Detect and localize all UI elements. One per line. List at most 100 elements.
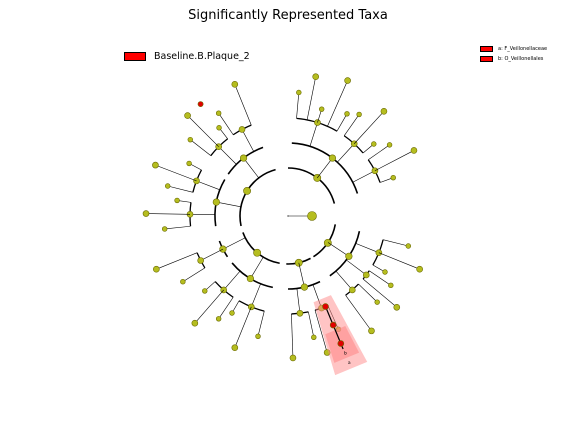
branch-line	[346, 259, 367, 276]
clade-arc	[242, 232, 280, 265]
highlight-label: b	[344, 351, 347, 357]
branch-line	[306, 76, 316, 120]
taxon-node	[405, 243, 412, 249]
branch-line	[291, 313, 294, 358]
taxon-node	[180, 279, 186, 285]
taxon-node	[416, 265, 423, 273]
branch-line	[343, 114, 360, 136]
taxon-node	[247, 303, 255, 311]
branch-line	[362, 278, 397, 308]
taxon-node	[344, 111, 350, 117]
branch-line	[337, 143, 355, 163]
taxon-node	[296, 309, 304, 317]
branch-line	[352, 170, 376, 183]
branch-line	[196, 180, 220, 191]
branch-line	[190, 139, 211, 156]
taxa-legend: a: F_Veillonellaceae b: O_Veillonellales	[480, 44, 547, 64]
branch-line	[250, 256, 264, 279]
clade-arc	[313, 224, 337, 258]
branch-line	[194, 289, 224, 324]
branch-line	[345, 295, 372, 332]
taxon-node	[344, 77, 351, 84]
branch-line	[234, 306, 252, 348]
branch-line	[182, 267, 206, 282]
group-legend-label: Baseline.B.Plaque_2	[154, 51, 250, 62]
taxon-node	[300, 283, 309, 291]
branch-line	[234, 84, 252, 126]
taxon-node	[239, 154, 248, 162]
branch-line	[335, 270, 353, 291]
taxon-node	[152, 161, 159, 169]
taxon-node	[229, 310, 235, 316]
taxon-node	[382, 269, 388, 275]
taxon-node	[322, 303, 329, 310]
branch-line	[314, 310, 328, 353]
taxon-node	[231, 344, 239, 351]
branch-line	[368, 144, 390, 161]
branch-line	[251, 283, 261, 307]
group-swatch	[124, 52, 146, 61]
branch-line	[223, 270, 241, 291]
taxon-node	[142, 210, 150, 217]
taxon-node	[202, 288, 208, 294]
taxon-node	[197, 257, 204, 264]
branch-line	[355, 243, 379, 253]
taxon-node	[311, 334, 317, 340]
taxa-legend-swatch	[480, 56, 493, 62]
taxon-node	[231, 81, 239, 88]
taxon-node	[374, 299, 380, 305]
taxon-node	[388, 282, 394, 289]
taxon-node	[348, 286, 356, 294]
branch-line	[316, 157, 333, 179]
taxon-node	[362, 271, 370, 279]
branch-line	[218, 297, 234, 319]
taxon-node	[345, 252, 353, 260]
taxon-node	[215, 110, 222, 116]
branch-line	[378, 252, 420, 270]
taxon-node	[386, 142, 393, 148]
taxon-node	[337, 340, 345, 347]
branch-line	[243, 157, 260, 179]
taxon-node	[371, 167, 379, 175]
branch-line	[298, 262, 305, 288]
branch-line	[353, 111, 385, 144]
taxon-node	[393, 303, 401, 311]
branch-line	[222, 237, 246, 250]
taxon-node	[371, 141, 377, 147]
taxon-node	[410, 147, 418, 154]
taxon-node	[186, 160, 192, 167]
taxon-node	[164, 183, 171, 189]
taxa-legend-item-a: a: F_Veillonellaceae	[480, 44, 547, 54]
taxa-legend-label: a: F_Veillonellaceae	[498, 46, 548, 52]
taxa-legend-item-b: b: O_Veillonellales	[480, 54, 547, 64]
branch-line	[336, 113, 348, 132]
branch-line	[369, 270, 391, 286]
branch-line	[146, 213, 191, 215]
branch-line	[167, 185, 193, 193]
taxon-node	[187, 136, 193, 143]
taxon-node	[216, 125, 222, 131]
taxon-node	[243, 187, 251, 195]
taxon-node	[184, 112, 191, 119]
taxon-node	[307, 211, 317, 221]
taxon-node	[161, 226, 168, 232]
branch-line	[164, 225, 191, 230]
branch-line	[308, 311, 315, 338]
branch-line	[327, 80, 348, 127]
chart-title: Significantly Represented Taxa	[188, 8, 388, 23]
branch-line	[383, 239, 409, 247]
taxon-node	[289, 354, 297, 362]
highlight-label: a	[348, 361, 351, 366]
branch-line	[187, 115, 219, 147]
taxon-node	[253, 248, 262, 257]
branch-line	[358, 283, 378, 303]
taxon-node	[323, 238, 332, 247]
taxon-node	[174, 197, 180, 204]
taxon-node	[356, 111, 362, 118]
branch-line	[218, 113, 234, 135]
taxon-node	[238, 126, 246, 133]
branch-line	[296, 92, 300, 119]
branch-line	[241, 129, 254, 152]
taxon-node	[193, 177, 200, 185]
